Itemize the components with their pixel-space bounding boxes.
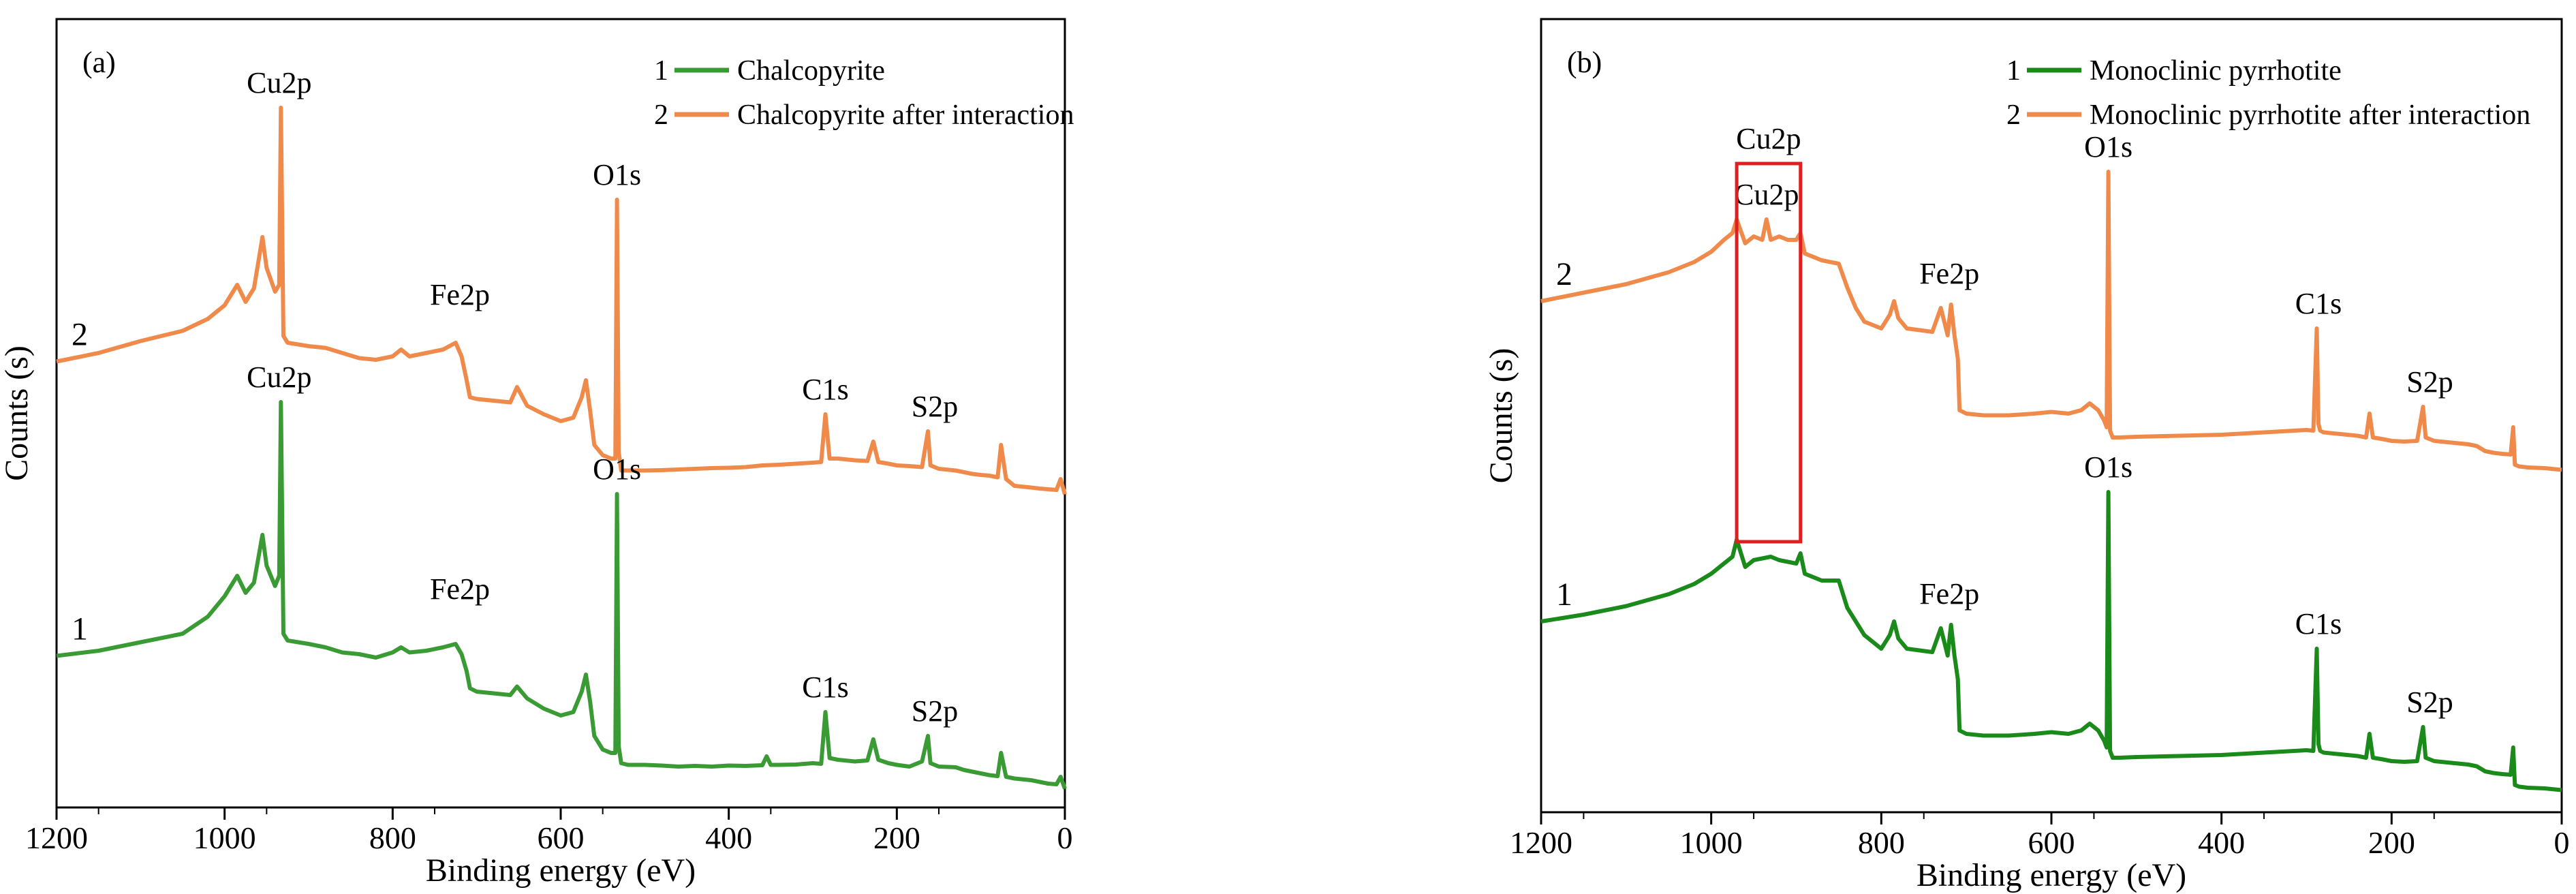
y-axis-title-b: Counts (s) (1483, 348, 1519, 484)
peak-label-cu2p-box: Cu2p (1736, 122, 1801, 155)
peak-label-o1s-2: O1s (2084, 130, 2132, 164)
x-tick-label: 200 (873, 820, 920, 855)
peak-label-o1s-1: O1s (2084, 450, 2132, 484)
series-line-1 (56, 400, 1067, 790)
legend-number-1: 1 (2006, 55, 2021, 87)
x-tick-label: 600 (2028, 825, 2075, 860)
x-tick-label: 1000 (193, 820, 256, 855)
x-tick-label: 800 (369, 820, 416, 855)
peak-label-s2p-1: S2p (2406, 685, 2453, 719)
x-tick-label: 800 (1858, 825, 1905, 860)
legend-label-chalcopyrite-after: Chalcopyrite after interaction (737, 99, 1074, 131)
peak-label-cu2p-2: Cu2p (247, 66, 311, 99)
cu2p-highlight-box (1735, 161, 1803, 544)
panel-b: (b) Binding energy (eV) Counts (s) 1200 1… (1483, 18, 2570, 893)
peak-label-cu2p-1: Cu2p (247, 360, 311, 394)
x-tick-label: 1200 (1510, 825, 1572, 860)
x-tick-label: 400 (2198, 825, 2245, 860)
peak-label-c1s-1: C1s (802, 670, 848, 704)
x-tick-label: 400 (705, 820, 752, 855)
x-tick-label: 0 (2554, 825, 2570, 860)
peak-label-c1s-2: C1s (2295, 287, 2342, 320)
panel-label-b: (b) (1567, 46, 1602, 79)
panel-label-a: (a) (82, 46, 116, 79)
peak-label-fe2p-2: Fe2p (430, 278, 490, 311)
x-tick-label: 1200 (25, 820, 88, 855)
legend-label-pyrrhotite-after: Monoclinic pyrrhotite after interaction (2090, 99, 2530, 131)
legend-number-1: 1 (654, 55, 668, 87)
x-tick-label: 1000 (1680, 825, 1743, 860)
series-line-2 (1540, 170, 2562, 472)
peak-label-s2p-2: S2p (912, 390, 958, 423)
peak-label-o1s-2: O1s (593, 158, 641, 191)
peak-label-c1s-1: C1s (2295, 607, 2342, 641)
panel-a: (a) Binding energy (eV) Counts (s) 1200 1… (0, 18, 1074, 889)
legend-label-pyrrhotite: Monoclinic pyrrhotite (2090, 55, 2342, 87)
legend-label-chalcopyrite: Chalcopyrite (737, 55, 885, 87)
x-tick-label: 200 (2368, 825, 2415, 860)
legend-number-2: 2 (2006, 99, 2021, 131)
curve-label-1-b: 1 (1556, 576, 1572, 613)
peak-label-s2p-2: S2p (2406, 365, 2453, 399)
x-axis-title-a: Binding energy (eV) (426, 852, 696, 889)
peak-label-cu2p-2: Cu2p (1734, 178, 1799, 211)
x-axis-title-b: Binding energy (eV) (1917, 857, 2186, 893)
peak-label-s2p-1: S2p (912, 694, 958, 728)
x-tick-label: 0 (1057, 820, 1073, 855)
peak-label-o1s-1: O1s (593, 452, 641, 486)
x-tick-label: 600 (538, 820, 585, 855)
legend-number-2: 2 (654, 99, 668, 131)
series-line-2 (56, 106, 1067, 495)
series-line-1 (1540, 490, 2562, 792)
peak-label-fe2p-1: Fe2p (1919, 577, 1979, 611)
peak-label-c1s-2: C1s (802, 373, 848, 406)
y-axis-title-a: Counts (s) (0, 345, 35, 481)
curve-label-2-a: 2 (72, 317, 88, 353)
curve-label-1-a: 1 (72, 611, 88, 647)
peak-label-fe2p-2: Fe2p (1919, 257, 1979, 290)
curve-label-2-b: 2 (1556, 256, 1572, 292)
peak-label-fe2p-1: Fe2p (430, 572, 490, 606)
